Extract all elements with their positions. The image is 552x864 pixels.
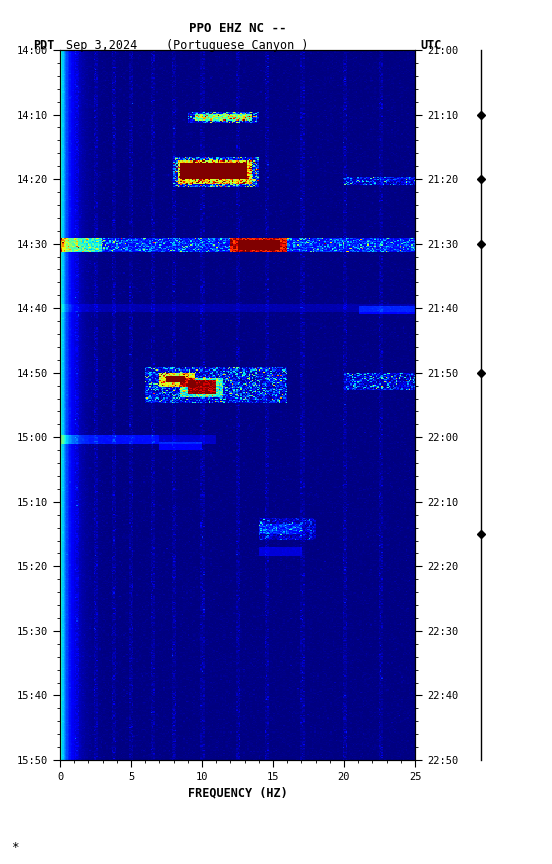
Text: *: * xyxy=(11,841,19,854)
Text: Sep 3,2024: Sep 3,2024 xyxy=(66,39,137,52)
X-axis label: FREQUENCY (HZ): FREQUENCY (HZ) xyxy=(188,786,288,799)
Text: PPO EHZ NC --: PPO EHZ NC -- xyxy=(189,22,286,35)
Text: (Portuguese Canyon ): (Portuguese Canyon ) xyxy=(166,39,309,52)
Text: PDT: PDT xyxy=(33,39,55,52)
Text: UTC: UTC xyxy=(421,39,442,52)
